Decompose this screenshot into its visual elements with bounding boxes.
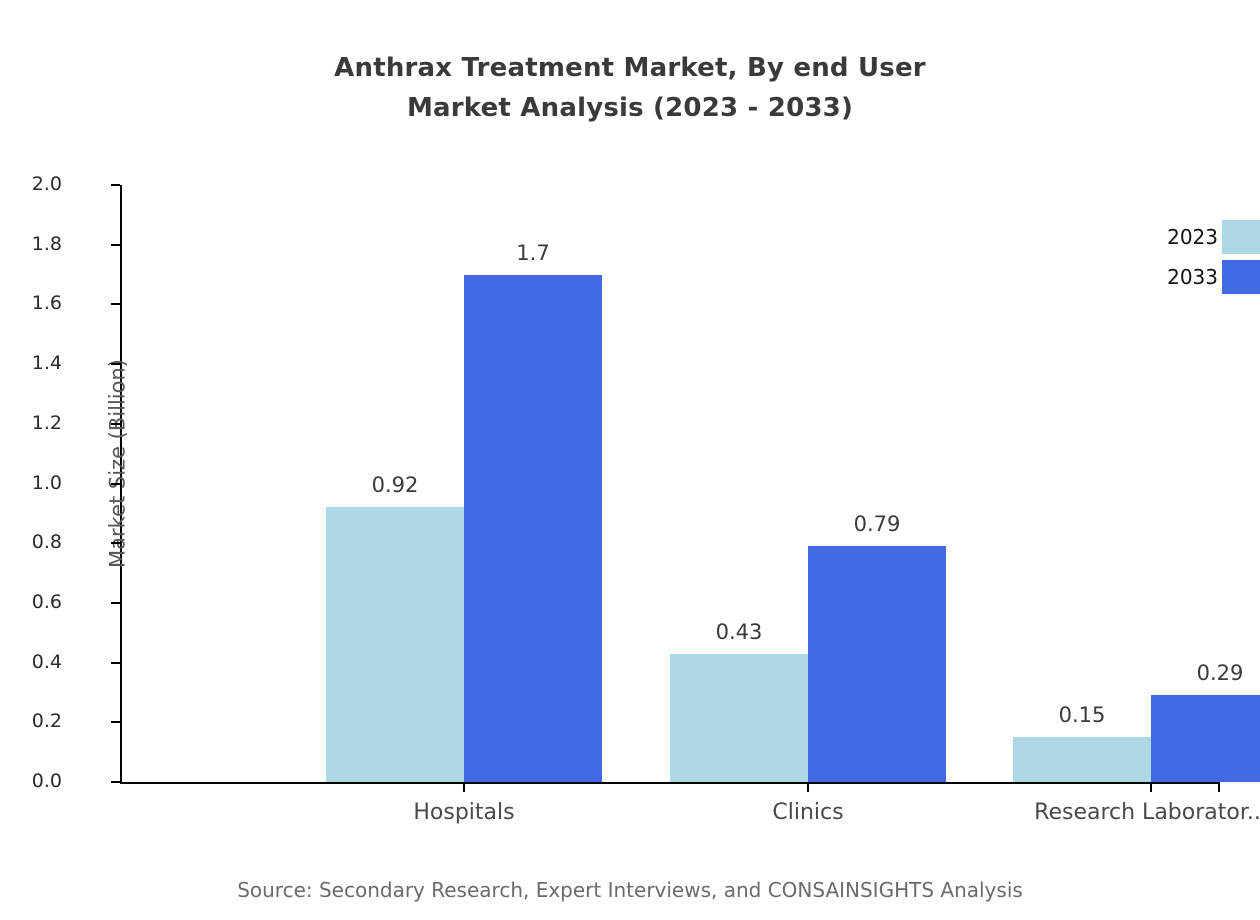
- x-axis-spine: [120, 782, 1220, 784]
- x-axis-tick-mark: [1150, 782, 1152, 792]
- y-axis-tick-label: 0.6: [31, 590, 62, 613]
- legend-label: 2033: [1167, 265, 1218, 289]
- source-note: Source: Secondary Research, Expert Inter…: [237, 878, 1023, 902]
- y-axis-tick-label: 0.4: [31, 650, 62, 673]
- bar-2023-clinics[interactable]: [670, 653, 808, 782]
- bar-2033-clinics[interactable]: [808, 546, 946, 782]
- y-axis-tick-mark: [111, 482, 120, 485]
- y-axis-tick-label: 1.0: [31, 471, 62, 494]
- y-axis-title: Market Size (Billion): [105, 359, 130, 568]
- y-axis-tick-label: 0.2: [31, 710, 62, 733]
- bar-value-label: 0.43: [715, 619, 763, 644]
- legend-item-2023[interactable]: 2023: [1050, 220, 1260, 254]
- y-axis-spine: [120, 185, 122, 784]
- y-axis-tick-mark: [111, 781, 120, 783]
- bar-value-label: 0.92: [371, 473, 419, 498]
- bar-2033-hospitals[interactable]: [464, 274, 602, 782]
- x-axis-tick-label: Clinics: [772, 800, 844, 825]
- plot-area: Market Size (Billion) 0.0 0.2 0.4 0.6 0.8 1.0…: [32, 175, 1260, 825]
- y-axis-tick-mark: [111, 243, 120, 246]
- y-axis-tick-mark: [111, 303, 120, 306]
- legend-item-2033[interactable]: 2033: [1050, 260, 1260, 294]
- y-axis-tick-mark: [111, 721, 120, 724]
- chart-title-line-1: Anthrax Treatment Market, By end User: [334, 53, 926, 83]
- bar-value-label: 0.29: [1196, 661, 1244, 686]
- y-axis-tick-mark: [111, 661, 120, 664]
- x-axis-tick-label: Hospitals: [413, 800, 515, 825]
- y-axis-tick-label: 0.0: [31, 770, 62, 792]
- bar-2023-hospitals[interactable]: [326, 507, 464, 782]
- y-axis-tick-label: 1.2: [31, 411, 62, 434]
- y-axis-tick-label: 2.0: [31, 173, 62, 195]
- y-axis-tick-mark: [111, 363, 120, 366]
- y-axis-tick-mark: [111, 422, 120, 425]
- x-axis-tick-mark: [463, 782, 465, 792]
- chart-title-line-2: Market Analysis (2023 - 2033): [406, 93, 854, 123]
- bar-value-label: 0.79: [853, 512, 901, 537]
- bar-2023-researchlaborator[interactable]: [1013, 737, 1151, 782]
- legend-label: 2023: [1167, 225, 1218, 249]
- y-axis-tick-mark: [111, 184, 120, 186]
- y-axis-tick-label: 1.4: [31, 352, 62, 375]
- legend-color-swatch: [1222, 220, 1260, 254]
- bar-2033-researchlaborator[interactable]: [1151, 695, 1260, 782]
- legend: 2023 2033: [1050, 220, 1260, 300]
- x-axis-end-tick: [1218, 782, 1220, 792]
- page-title: Anthrax Treatment Market, By end User Ma…: [0, 48, 1260, 128]
- y-axis-tick-label: 1.8: [31, 232, 62, 255]
- bar-value-label: 1.7: [516, 240, 550, 265]
- y-axis-tick-label: 1.6: [31, 292, 62, 315]
- x-axis-tick-mark: [807, 782, 809, 792]
- y-axis-tick-mark: [111, 542, 120, 545]
- y-axis-tick-label: 0.8: [31, 531, 62, 554]
- y-axis-tick-mark: [111, 601, 120, 604]
- bar-value-label: 0.15: [1058, 703, 1106, 728]
- x-axis-tick-label: Research Laborator...: [1034, 800, 1260, 825]
- legend-color-swatch: [1222, 260, 1260, 294]
